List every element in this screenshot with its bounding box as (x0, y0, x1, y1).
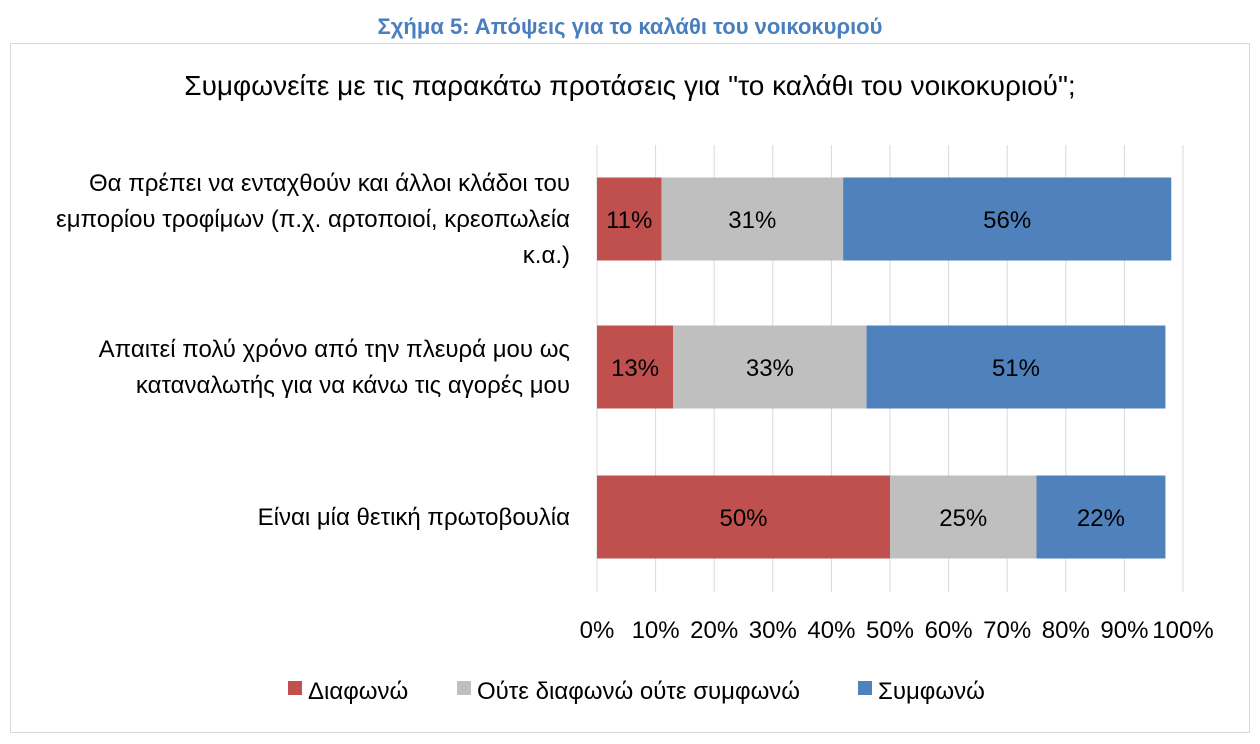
data-label: 31% (728, 207, 776, 234)
x-tick-label: 20% (690, 617, 738, 644)
category-label: καταναλωτής για να κάνω τις αγορές μου (136, 372, 570, 399)
bar-segment (597, 177, 662, 261)
x-tick-label: 30% (749, 617, 797, 644)
legend-label: Ούτε διαφωνώ ούτε συμφωνώ (477, 678, 800, 705)
x-tick-label: 80% (1042, 617, 1090, 644)
data-label: 25% (939, 505, 987, 532)
legend-swatch (288, 681, 302, 695)
figure-caption: Σχήμα 5: Απόψεις για το καλάθι του νοικο… (377, 14, 883, 39)
x-tick-label: 10% (632, 617, 680, 644)
category-label: κ.α.) (523, 242, 570, 269)
legend-label: Συμφωνώ (878, 678, 985, 705)
data-label: 13% (611, 355, 659, 382)
data-label: 50% (719, 505, 767, 532)
x-tick-label: 60% (925, 617, 973, 644)
x-tick-label: 40% (807, 617, 855, 644)
bar-segment (866, 325, 1166, 409)
data-label: 33% (746, 355, 794, 382)
data-label: 51% (992, 355, 1040, 382)
bar-segment (890, 475, 1037, 559)
legend-swatch (858, 681, 872, 695)
data-label: 56% (983, 207, 1031, 234)
x-tick-label: 70% (983, 617, 1031, 644)
x-tick-label: 90% (1100, 617, 1148, 644)
bar-segment (843, 177, 1172, 261)
data-label: 11% (606, 207, 652, 234)
data-label: 22% (1077, 505, 1125, 532)
bar-segment (1036, 475, 1166, 559)
legend-label: Διαφωνώ (308, 678, 408, 705)
x-tick-label: 100% (1152, 617, 1213, 644)
category-label: Είναι μία θετική πρωτοβουλία (258, 504, 571, 531)
x-tick-label: 0% (580, 617, 615, 644)
chart-title: Συμφωνείτε με τις παρακάτω προτάσεις για… (184, 70, 1076, 101)
bar-segment (597, 475, 890, 559)
category-label: Θα πρέπει να ενταχθούν και άλλοι κλάδοι … (89, 170, 570, 197)
bar-segment (673, 325, 867, 409)
bar-segment (661, 177, 844, 261)
legend-swatch (457, 681, 471, 695)
category-label: εμπορίου τροφίμων (π.χ. αρτοποιοί, κρεοπ… (56, 206, 570, 233)
bar-segment (597, 325, 674, 409)
x-tick-label: 50% (866, 617, 914, 644)
category-label: Απαιτεί πολύ χρόνο από την πλευρά μου ως (99, 336, 570, 363)
